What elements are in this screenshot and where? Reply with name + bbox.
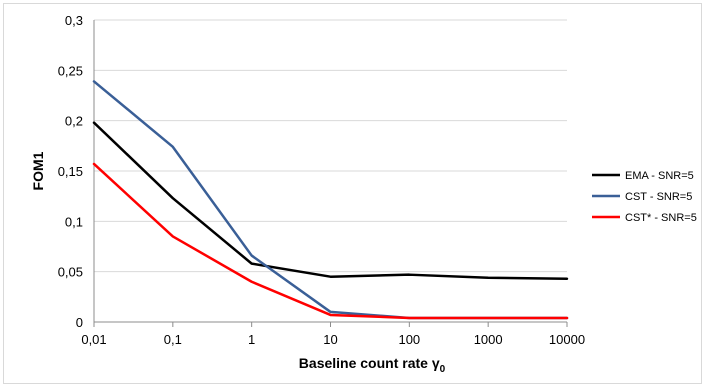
gridlines [94, 20, 567, 272]
x-tick-label: 10 [323, 332, 337, 347]
x-tick-label: 0,01 [81, 332, 106, 347]
y-axis-title: FOM1 [30, 151, 46, 190]
series-lines [94, 81, 567, 318]
y-tick-label: 0,25 [58, 63, 83, 78]
legend: EMA - SNR=5 CST - SNR=5 CST* - SNR=5 [592, 170, 697, 224]
x-axis-title-subscript: 0 [440, 364, 446, 375]
x-tick-label: 10000 [549, 332, 585, 347]
y-tick-label: 0 [76, 315, 83, 330]
legend-label: CST* - SNR=5 [625, 212, 697, 224]
y-tick-label: 0,15 [58, 164, 83, 179]
x-axis-title: Baseline count rate γ0 [299, 355, 446, 375]
legend-label: CST - SNR=5 [625, 191, 692, 203]
x-tick-label: 0,1 [164, 332, 182, 347]
series-line [94, 123, 567, 279]
legend-label: EMA - SNR=5 [625, 170, 694, 182]
x-tick-labels: 0,01 0,1 1 10 100 1000 10000 [81, 332, 585, 347]
series-line [94, 81, 567, 318]
y-tick-labels: 0 0,05 0,1 0,15 0,2 0,25 0,3 [58, 13, 83, 330]
y-tick-label: 0,05 [58, 265, 83, 280]
series-line [94, 164, 567, 318]
y-tick-label: 0,1 [65, 214, 83, 229]
y-tick-label: 0,3 [65, 13, 83, 28]
axes [94, 20, 567, 327]
x-tick-label: 1 [248, 332, 255, 347]
x-tick-label: 100 [398, 332, 420, 347]
x-tick-label: 1000 [474, 332, 503, 347]
y-tick-label: 0,2 [65, 114, 83, 129]
x-axis-title-main: Baseline count rate γ [299, 355, 440, 371]
